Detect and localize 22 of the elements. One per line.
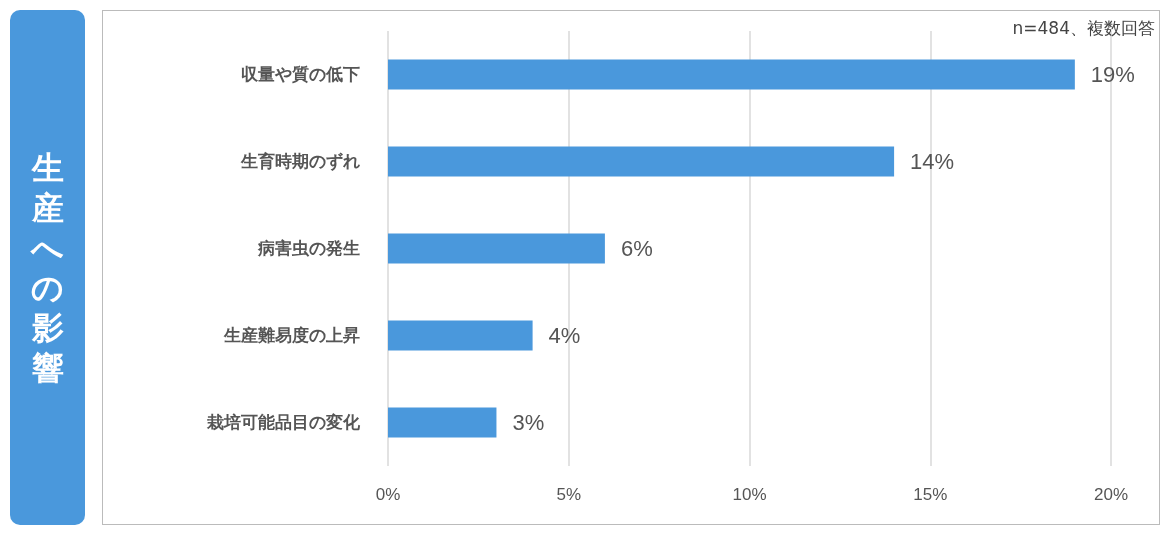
x-tick-label: 0% <box>375 485 401 504</box>
x-tick-label: 20% <box>1093 485 1129 504</box>
x-tick-label: 10% <box>732 485 767 504</box>
data-label: 4% <box>548 323 581 348</box>
text: 生産への影響 <box>31 147 64 388</box>
annotation: n=484、複数回答 <box>1012 17 1155 40</box>
data-label: 19% <box>1090 62 1135 87</box>
bar <box>388 59 1075 90</box>
bar <box>388 320 533 351</box>
bar <box>388 146 895 177</box>
data-label: 6% <box>620 236 653 261</box>
data-label: 3% <box>512 410 545 435</box>
data-label: 14% <box>910 149 955 174</box>
bar <box>388 233 605 264</box>
y-tick-label: 栽培可能品目の変化 <box>206 413 361 432</box>
bar <box>388 407 497 438</box>
x-tick-label: 15% <box>913 485 948 504</box>
y-tick-label: 生育時期のずれ <box>240 151 360 171</box>
x-tick-label: 5% <box>556 485 582 504</box>
y-tick-label: 病害虫の発生 <box>257 239 360 258</box>
y-tick-label: 生産難易度の上昇 <box>223 326 360 345</box>
y-tick-label: 収量や質の低下 <box>241 65 360 84</box>
